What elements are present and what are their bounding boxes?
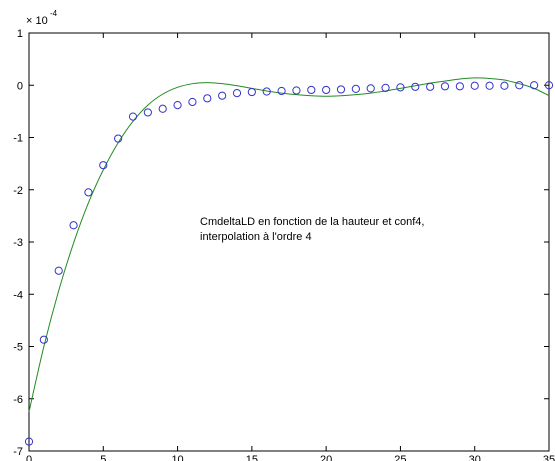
data-point [262,87,271,96]
x-tick-label: 30 [469,454,481,461]
data-point [500,81,509,90]
annotation-line-2: interpolation à l'ordre 4 [200,231,312,243]
data-point [143,108,152,117]
data-point [411,82,420,91]
data-point [292,86,301,95]
marker-layer [24,81,554,446]
data-point [173,101,182,110]
data-point [39,335,48,344]
data-point [544,81,554,90]
x-tick-label: 25 [394,454,406,461]
plot-box [28,32,550,452]
data-point [218,91,227,100]
exponent-label-base: × 10 [26,15,48,27]
x-tick-label: 35 [543,454,555,461]
fit-curve-layer [28,77,550,412]
data-point [24,437,34,446]
data-point [336,85,346,94]
data-point [351,84,360,94]
exponent-label-power: -4 [50,9,58,18]
data-point [440,82,450,91]
data-point [470,81,479,90]
data-point [99,161,108,170]
y-tick-label: -6 [13,394,23,406]
data-point [114,134,123,143]
y-tick-label: -3 [13,237,23,249]
data-point [128,112,138,121]
data-point [530,81,539,90]
data-point [232,88,242,98]
data-point [322,85,331,95]
data-point [366,84,375,93]
data-point [426,82,435,91]
data-point [485,81,494,90]
data-point [247,87,256,97]
x-tick-label: 20 [320,454,332,461]
x-tick-label: 10 [171,454,183,461]
data-point [69,221,78,230]
fit-line [28,77,550,412]
y-tick-label: -5 [13,342,23,354]
y-tick-label: -7 [13,446,23,458]
data-point [84,188,93,197]
x-tick-label: 5 [100,454,106,461]
y-tick-label: -1 [13,133,23,145]
y-tick-label: -4 [13,289,23,301]
annotation-line-1: CmdeltaLD en fonction de la hauteur et c… [200,216,424,228]
x-tick-label: 15 [246,454,258,461]
data-point [188,97,197,107]
data-point [515,81,524,90]
data-point [158,104,167,113]
data-point [381,83,390,92]
data-point [455,82,464,91]
data-point [277,86,286,96]
y-tick-label: -2 [13,185,23,197]
data-point [54,266,63,275]
x-tick-label: 0 [26,454,32,461]
data-point [307,85,316,95]
y-tick-label: 0 [17,80,23,92]
data-point [396,83,405,92]
data-point [203,94,212,103]
y-tick-label: 1 [17,28,23,40]
